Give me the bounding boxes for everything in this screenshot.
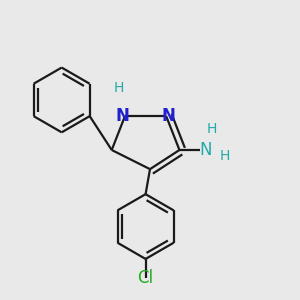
Text: Cl: Cl: [137, 269, 154, 287]
Text: H: H: [207, 122, 217, 136]
Text: H: H: [220, 149, 230, 163]
Text: N: N: [200, 141, 212, 159]
Text: H: H: [114, 81, 124, 95]
Text: N: N: [162, 107, 176, 125]
Text: N: N: [116, 107, 130, 125]
